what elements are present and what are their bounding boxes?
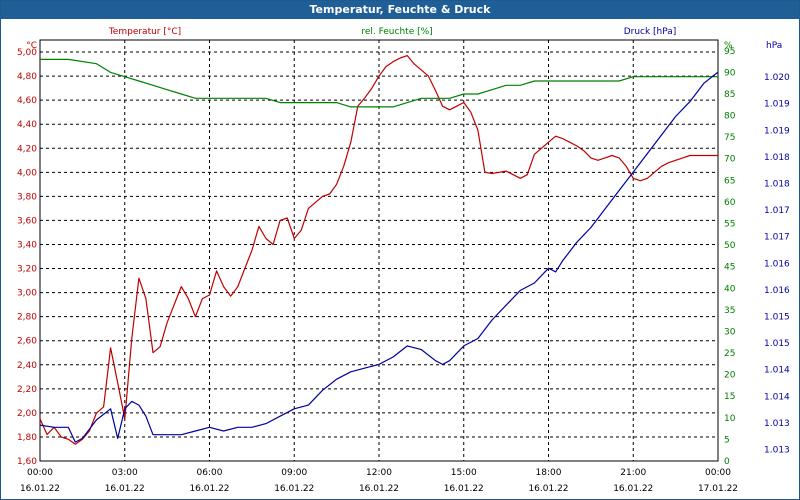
x-tick-date: 16.01.22 bbox=[20, 484, 60, 494]
pressure-tick: 1.015 bbox=[764, 313, 790, 323]
pressure-tick: 1.017 bbox=[764, 206, 790, 216]
series-layer bbox=[39, 54, 719, 445]
humidity-tick: 90 bbox=[724, 68, 736, 78]
legend-pressure: Druck [hPa] bbox=[624, 27, 677, 37]
legend: Temperatur [°C] rel. Feuchte [%] Druck [hP… bbox=[108, 27, 676, 37]
humidity-tick: 65 bbox=[724, 176, 735, 186]
humidity-tick: 60 bbox=[724, 198, 736, 208]
x-tick-date: 16.01.22 bbox=[359, 484, 399, 494]
humidity-tick: 10 bbox=[724, 414, 736, 424]
x-tick-date: 16.01.22 bbox=[189, 484, 229, 494]
pressure-tick: 1.018 bbox=[764, 153, 790, 163]
series-line-humidity bbox=[40, 58, 718, 108]
pressure-tick: 1.014 bbox=[764, 392, 790, 402]
x-tick-time: 15:00 bbox=[451, 468, 477, 478]
axes: 00:00 16.01.22 03:00 16.01.22 06:00 16.01.22 0… bbox=[17, 41, 790, 494]
temperature-tick: 1,80 bbox=[17, 433, 37, 443]
x-tick-date: 16.01.22 bbox=[274, 484, 314, 494]
humidity-tick: 85 bbox=[724, 90, 735, 100]
pressure-tick: 1.013 bbox=[764, 419, 790, 429]
pressure-tick: 1.019 bbox=[764, 126, 790, 136]
legend-humidity: rel. Feuchte [%] bbox=[361, 27, 432, 37]
humidity-axis-unit: % bbox=[724, 41, 733, 51]
temperature-tick: 3,20 bbox=[17, 265, 37, 275]
temperature-tick: 2,20 bbox=[17, 385, 37, 395]
x-tick-time: 12:00 bbox=[366, 468, 392, 478]
temperature-tick: 4,00 bbox=[17, 168, 37, 178]
temperature-tick: 3,80 bbox=[17, 192, 37, 202]
pressure-tick: 1.019 bbox=[764, 100, 790, 110]
x-tick-time: 18:00 bbox=[536, 468, 562, 478]
temperature-tick: 5,00 bbox=[17, 48, 37, 58]
humidity-tick: 0 bbox=[724, 457, 730, 467]
pressure-tick: 1.015 bbox=[764, 339, 790, 349]
humidity-tick: 75 bbox=[724, 133, 735, 143]
humidity-tick: 5 bbox=[724, 435, 730, 445]
x-tick-time: 03:00 bbox=[112, 468, 138, 478]
temperature-tick: 4,40 bbox=[17, 120, 37, 130]
series-line-pressure bbox=[39, 71, 719, 443]
x-tick-date: 16.01.22 bbox=[105, 484, 145, 494]
humidity-tick: 25 bbox=[724, 349, 735, 359]
temperature-tick: 3,60 bbox=[17, 216, 37, 226]
x-tick-time: 21:00 bbox=[620, 468, 646, 478]
temperature-tick: 2,60 bbox=[17, 337, 37, 347]
humidity-tick: 55 bbox=[724, 220, 735, 230]
temperature-tick: 4,20 bbox=[17, 144, 37, 154]
temperature-axis-unit: °C bbox=[26, 41, 37, 51]
temperature-tick: 1,60 bbox=[17, 457, 37, 467]
humidity-tick: 20 bbox=[724, 371, 736, 381]
x-tick-date: 16.01.22 bbox=[613, 484, 653, 494]
window-title: Temperatur, Feuchte & Druck bbox=[1, 1, 799, 19]
x-tick-date: 16.01.22 bbox=[528, 484, 568, 494]
pressure-axis-unit: hPa bbox=[766, 41, 782, 51]
pressure-tick: 1.016 bbox=[764, 286, 790, 296]
x-tick-time: 09:00 bbox=[281, 468, 307, 478]
humidity-tick: 95 bbox=[724, 47, 735, 57]
temperature-tick: 3,40 bbox=[17, 240, 37, 250]
pressure-tick: 1.017 bbox=[764, 233, 790, 243]
x-tick-time: 06:00 bbox=[197, 468, 223, 478]
humidity-tick: 30 bbox=[724, 327, 736, 337]
humidity-tick: 50 bbox=[724, 241, 736, 251]
pressure-tick: 1.018 bbox=[764, 180, 790, 190]
temperature-tick: 2,00 bbox=[17, 409, 37, 419]
x-tick-date: 17.01.22 bbox=[698, 484, 738, 494]
pressure-tick: 1.014 bbox=[764, 366, 790, 376]
humidity-tick: 70 bbox=[724, 155, 736, 165]
legend-temperature: Temperatur [°C] bbox=[108, 27, 181, 37]
temperature-tick: 2,40 bbox=[17, 361, 37, 371]
grid-lines bbox=[40, 40, 718, 461]
temperature-tick: 3,00 bbox=[17, 289, 37, 299]
humidity-tick: 45 bbox=[724, 263, 735, 273]
x-tick-date: 16.01.22 bbox=[444, 484, 484, 494]
temperature-tick: 2,80 bbox=[17, 313, 37, 323]
humidity-tick: 15 bbox=[724, 392, 735, 402]
x-tick-time: 00:00 bbox=[27, 468, 53, 478]
pressure-tick: 1.020 bbox=[764, 73, 790, 83]
humidity-tick: 40 bbox=[724, 284, 736, 294]
series-line-temperature bbox=[39, 54, 718, 445]
pressure-tick: 1.013 bbox=[764, 446, 790, 456]
x-tick-time: 00:00 bbox=[705, 468, 731, 478]
humidity-tick: 35 bbox=[724, 306, 735, 316]
temperature-tick: 4,60 bbox=[17, 96, 37, 106]
pressure-tick: 1.016 bbox=[764, 259, 790, 269]
temperature-tick: 4,80 bbox=[17, 72, 37, 82]
humidity-tick: 80 bbox=[724, 112, 736, 122]
